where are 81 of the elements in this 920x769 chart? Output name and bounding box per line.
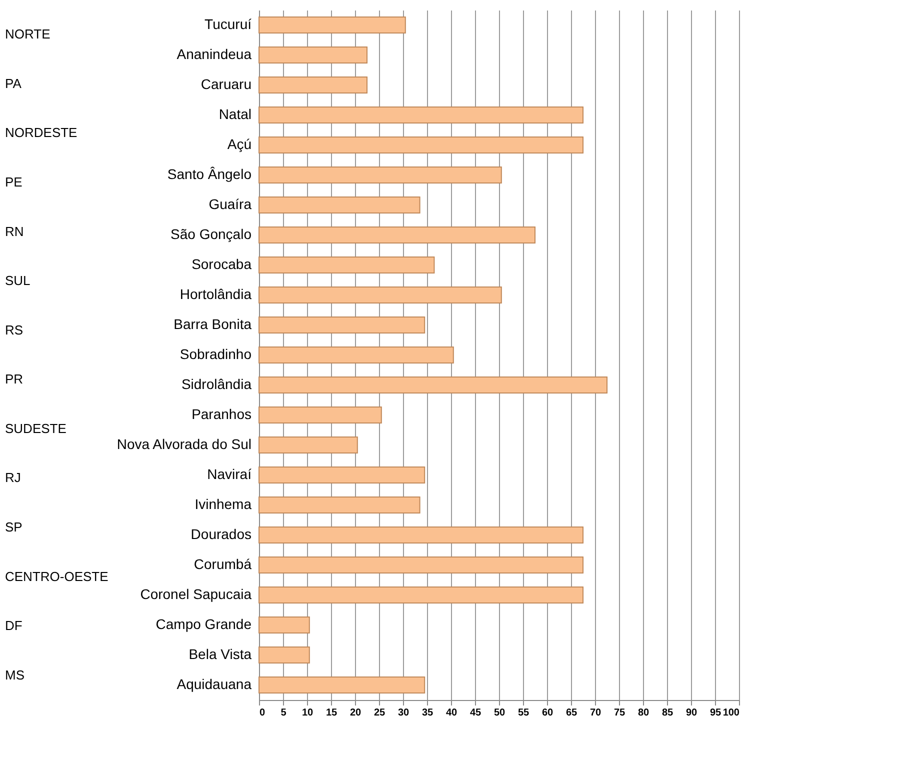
y-tick-label: Caruaru	[200, 76, 252, 92]
bar	[258, 256, 435, 274]
y-tick-label: Sidrolândia	[181, 376, 252, 392]
text: PA	[5, 76, 22, 91]
bar	[258, 376, 608, 394]
x-tick-label: 40	[446, 708, 458, 718]
bar	[258, 226, 536, 244]
x-tick-label: 60	[542, 708, 554, 718]
bar	[258, 46, 368, 64]
x-tick-label: 25	[374, 708, 386, 718]
y-tick-label: Naviraí	[207, 466, 252, 482]
bar	[258, 466, 426, 484]
y-tick-label: Santo Ângelo	[167, 166, 252, 182]
y-tick-label: Campo Grande	[156, 616, 252, 632]
y-tick-label: Sobradinho	[180, 346, 252, 362]
y-tick-label: Nova Alvorada do Sul	[116, 436, 252, 452]
y-tick-label: Barra Bonita	[174, 316, 252, 332]
x-tick-label: 0	[260, 708, 266, 718]
bar	[258, 16, 406, 34]
bar	[258, 586, 584, 604]
bar	[258, 406, 382, 424]
y-tick-label: Aquidauana	[176, 676, 252, 692]
text: DF	[5, 618, 22, 634]
text: SP	[5, 520, 22, 534]
bar	[258, 346, 454, 364]
bar	[258, 616, 310, 634]
x-tick-label: 50	[494, 708, 506, 718]
x-tick-label: 85	[662, 708, 674, 718]
bar	[258, 496, 420, 514]
y-tick-label: Corumbá	[194, 556, 252, 572]
y-tick-label: Tucuruí	[204, 16, 252, 32]
text: RS	[5, 322, 24, 338]
x-tick-label: 15	[326, 708, 338, 718]
y-tick-label: Sorocaba	[192, 256, 252, 272]
text: SUDESTE	[5, 420, 67, 436]
y-tick-label: Natal	[218, 106, 252, 122]
y-tick-label: Ivinhema	[194, 496, 252, 512]
bar	[258, 166, 502, 184]
y-tick-label: Hortolândia	[180, 286, 252, 302]
bar	[258, 286, 502, 304]
bar	[258, 316, 426, 334]
x-tick-label: 55	[518, 708, 530, 718]
x-tick-label: 100	[722, 708, 740, 718]
x-tick-label: 70	[590, 708, 602, 718]
x-tick-label: 45	[470, 708, 482, 718]
text: PE	[5, 174, 23, 190]
bar	[258, 436, 358, 454]
bar	[258, 646, 310, 664]
bar	[258, 196, 420, 214]
y-tick-label: Guaíra	[208, 196, 252, 212]
bar	[258, 106, 584, 124]
x-tick-label: 10	[302, 708, 314, 718]
text: MS	[5, 667, 25, 682]
x-tick-label: 30	[398, 708, 410, 718]
bar	[258, 76, 368, 94]
y-tick-label: Paranhos	[192, 406, 252, 422]
bar	[258, 526, 584, 544]
text: CENTRO-OESTE	[5, 568, 109, 584]
x-tick-label: 80	[638, 708, 650, 718]
x-tick-label: 90	[686, 708, 698, 718]
x-tick-label: 35	[422, 708, 434, 718]
y-tick-label: Coronel Sapucaia	[140, 586, 252, 602]
text: SUL	[5, 273, 30, 288]
text: RJ	[5, 470, 21, 486]
bar	[258, 676, 426, 694]
text: NORDESTE	[5, 125, 78, 140]
y-tick-label: São Gonçalo	[170, 226, 252, 242]
x-tick-label: 65	[566, 708, 578, 718]
x-tick-label: 5	[280, 708, 287, 718]
text: NORTE	[5, 26, 51, 42]
x-tick-label: 75	[614, 708, 626, 718]
text: RN	[5, 224, 24, 239]
bar	[258, 556, 584, 574]
y-tick-label: Bela Vista	[188, 646, 252, 662]
y-tick-label: Dourados	[190, 526, 252, 542]
y-tick-label: Açú	[227, 136, 252, 152]
y-tick-label: Ananindeua	[176, 46, 252, 62]
x-tick-label: 95	[710, 708, 722, 718]
bar	[258, 136, 584, 154]
text: PR	[5, 372, 24, 387]
x-tick-label: 20	[350, 708, 362, 718]
